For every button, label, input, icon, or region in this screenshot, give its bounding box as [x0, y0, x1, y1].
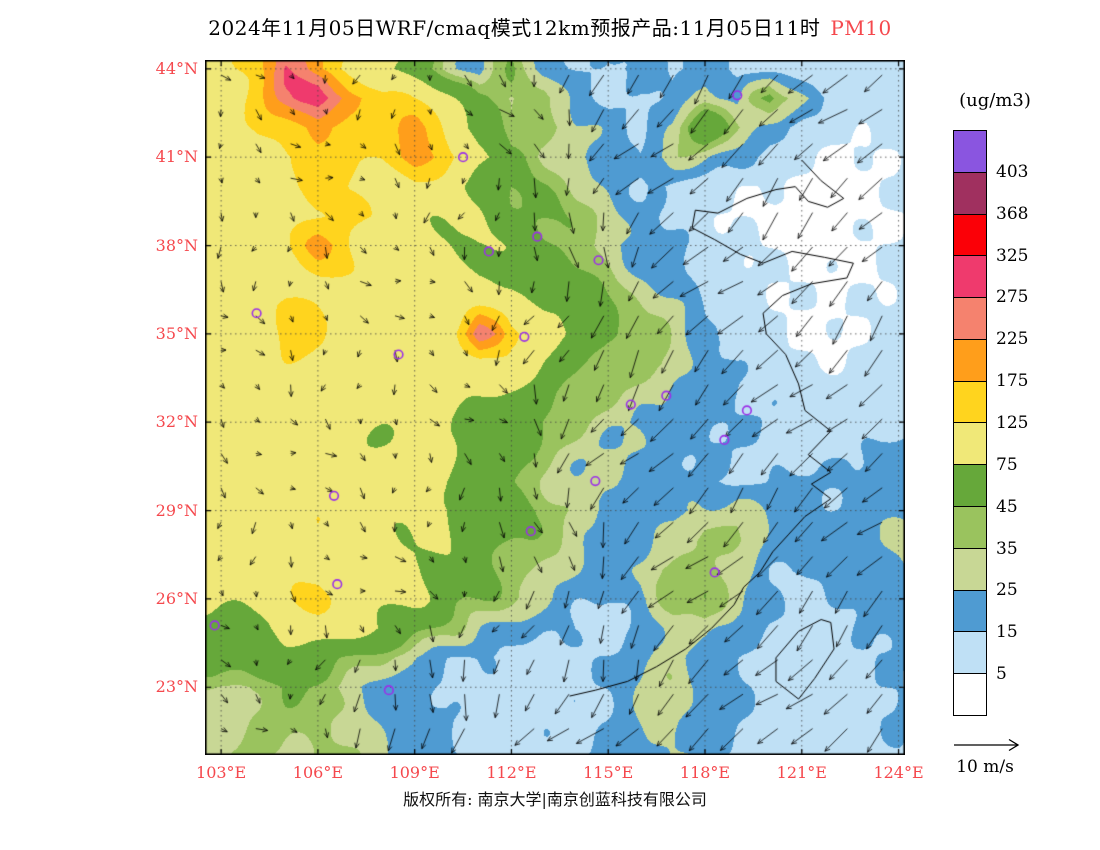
colorbar-segment — [954, 256, 986, 299]
lon-label: 124°E — [873, 763, 924, 782]
page-title: 2024年11月05日WRF/cmaq模式12km预报产品:11月05日11时 P… — [0, 12, 1100, 41]
map-area — [205, 60, 905, 755]
colorbar-segment — [954, 381, 986, 424]
lat-label: 29°N — [155, 500, 198, 520]
title-text: 2024年11月05日WRF/cmaq模式12km预报产品:11月05日11时 — [208, 16, 821, 40]
lon-label: 106°E — [292, 763, 343, 782]
colorbar-tick-label: 225 — [996, 329, 1029, 350]
lat-label: 44°N — [155, 58, 198, 78]
lat-label: 23°N — [155, 677, 198, 697]
colorbar-segment — [954, 632, 986, 675]
colorbar-segment — [954, 423, 986, 466]
lon-label: 103°E — [196, 763, 247, 782]
colorbar-tick-label: 125 — [996, 413, 1029, 433]
colorbar-tick-label: 403 — [996, 161, 1029, 182]
colorbar-tick-label: 325 — [996, 245, 1029, 266]
colorbar-segment — [954, 214, 986, 257]
lat-label: 35°N — [155, 323, 198, 343]
colorbar-segment — [954, 339, 986, 382]
colorbar-segment — [954, 507, 986, 549]
title-pollutant: PM10 — [830, 16, 892, 40]
lon-label: 115°E — [583, 763, 634, 782]
lat-label: 32°N — [155, 412, 198, 432]
map-canvas — [205, 60, 905, 755]
lat-label: 26°N — [155, 588, 198, 608]
colorbar-segment — [954, 548, 986, 591]
colorbar-segment — [954, 131, 986, 173]
colorbar-segment — [954, 298, 986, 340]
lat-label: 38°N — [155, 235, 198, 255]
colorbar — [953, 130, 987, 716]
lon-label: 118°E — [679, 763, 731, 782]
colorbar-segment — [954, 674, 986, 715]
lon-label: 109°E — [389, 763, 440, 782]
lon-label: 121°E — [776, 763, 827, 782]
colorbar-tick-label: 175 — [996, 371, 1029, 392]
colorbar-segment — [954, 590, 986, 633]
lon-label: 112°E — [486, 763, 537, 782]
colorbar-tick-label: 15 — [996, 622, 1018, 643]
colorbar-segment — [954, 465, 986, 508]
colorbar-segment — [954, 172, 986, 215]
colorbar-tick-label: 5 — [996, 664, 1007, 685]
copyright-text: 版权所有: 南京大学|南京创蓝科技有限公司 — [403, 790, 707, 809]
colorbar-tick-label: 75 — [996, 454, 1018, 475]
colorbar-tick-label: 275 — [996, 287, 1029, 308]
colorbar-tick-label: 25 — [996, 580, 1018, 601]
lat-label: 41°N — [155, 147, 198, 167]
colorbar-tick-label: 368 — [996, 203, 1029, 224]
colorbar-tick-label: 35 — [996, 538, 1018, 559]
colorbar-unit-label: (ug/m3) — [959, 90, 1031, 111]
wind-reference-label: 10 m/s — [956, 757, 1014, 777]
colorbar-tick-label: 45 — [996, 496, 1018, 517]
wind-reference-arrow — [954, 738, 1020, 752]
